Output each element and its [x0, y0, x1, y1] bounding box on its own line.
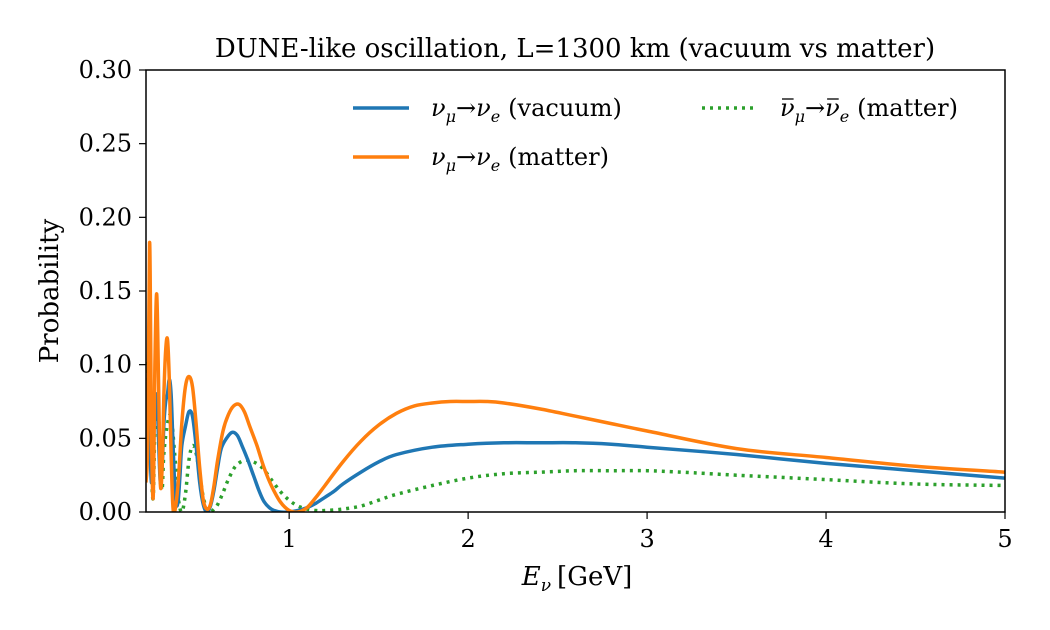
- chart-title: DUNE-like oscillation, L=1300 km (vacuum…: [215, 34, 935, 64]
- series-line-1: [146, 240, 1005, 512]
- y-tick-label: 0.00: [79, 498, 132, 526]
- y-tick-label: 0.20: [79, 203, 132, 231]
- legend-label-1: νμ→νe (matter): [431, 143, 609, 175]
- ticks-layer: 1 2 3 4 5 0.00 0.05 0.10 0.15 0.20 0.25 0.30: [79, 56, 1013, 553]
- y-tick-label: 0.30: [79, 56, 132, 84]
- y-tick-label: 0.05: [79, 424, 132, 452]
- x-axis-label-symbol: E: [521, 562, 541, 592]
- x-tick-label: 5: [997, 525, 1012, 553]
- series-layer: [146, 240, 1005, 512]
- legend: νμ→νe (vacuum) νμ→νe (matter) νμ→νe (matter): [353, 94, 958, 175]
- x-tick-label: 4: [818, 525, 833, 553]
- x-tick-label: 1: [282, 525, 297, 553]
- y-axis-label: Probability: [35, 218, 65, 363]
- x-tick-label: 2: [460, 525, 475, 553]
- y-tick-label: 0.15: [79, 277, 132, 305]
- x-axis-label: Eν [GeV]: [521, 562, 633, 596]
- y-tick-label: 0.25: [79, 130, 132, 158]
- y-tick-label: 0.10: [79, 351, 132, 379]
- x-tick-label: 3: [639, 525, 654, 553]
- x-axis-label-unit: [GeV]: [557, 562, 632, 592]
- series-line-0: [146, 377, 1005, 512]
- x-axis-label-sub: ν: [541, 576, 551, 596]
- legend-label-2: νμ→νe (matter): [780, 94, 958, 126]
- legend-label-0: νμ→νe (vacuum): [431, 94, 622, 126]
